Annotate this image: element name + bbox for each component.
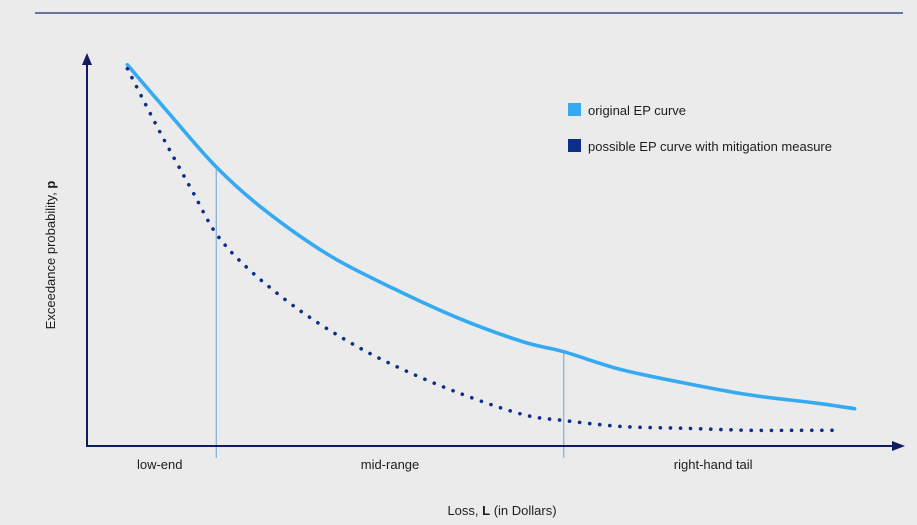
- region-labels: low-end mid-range right-hand tail: [137, 457, 753, 472]
- series-line-original: [125, 63, 857, 411]
- region-label-2: right-hand tail: [674, 457, 753, 472]
- legend-swatch-original: [568, 103, 581, 116]
- region-dividers: [215, 166, 565, 458]
- x-axis-label-suffix: (in Dollars): [490, 503, 556, 518]
- x-axis-label: Loss, L (in Dollars): [447, 503, 556, 518]
- x-axis-arrowhead: [892, 441, 905, 451]
- legend: original EP curve possible EP curve with…: [568, 103, 832, 154]
- y-axis-label-prefix: Exceedance probability,: [43, 189, 58, 330]
- y-axis-label-symbol: p: [43, 181, 58, 189]
- legend-swatch-mitigation: [568, 139, 581, 152]
- region-label-1: mid-range: [361, 457, 420, 472]
- y-axis-label: Exceedance probability, p: [43, 181, 58, 330]
- legend-label-mitigation: possible EP curve with mitigation measur…: [588, 139, 832, 154]
- x-axis-label-prefix: Loss,: [447, 503, 482, 518]
- x-axis-label-symbol: L: [482, 503, 490, 518]
- region-label-0: low-end: [137, 457, 183, 472]
- legend-label-original: original EP curve: [588, 103, 686, 118]
- series-curves: [125, 63, 857, 433]
- y-axis-arrowhead: [82, 53, 92, 65]
